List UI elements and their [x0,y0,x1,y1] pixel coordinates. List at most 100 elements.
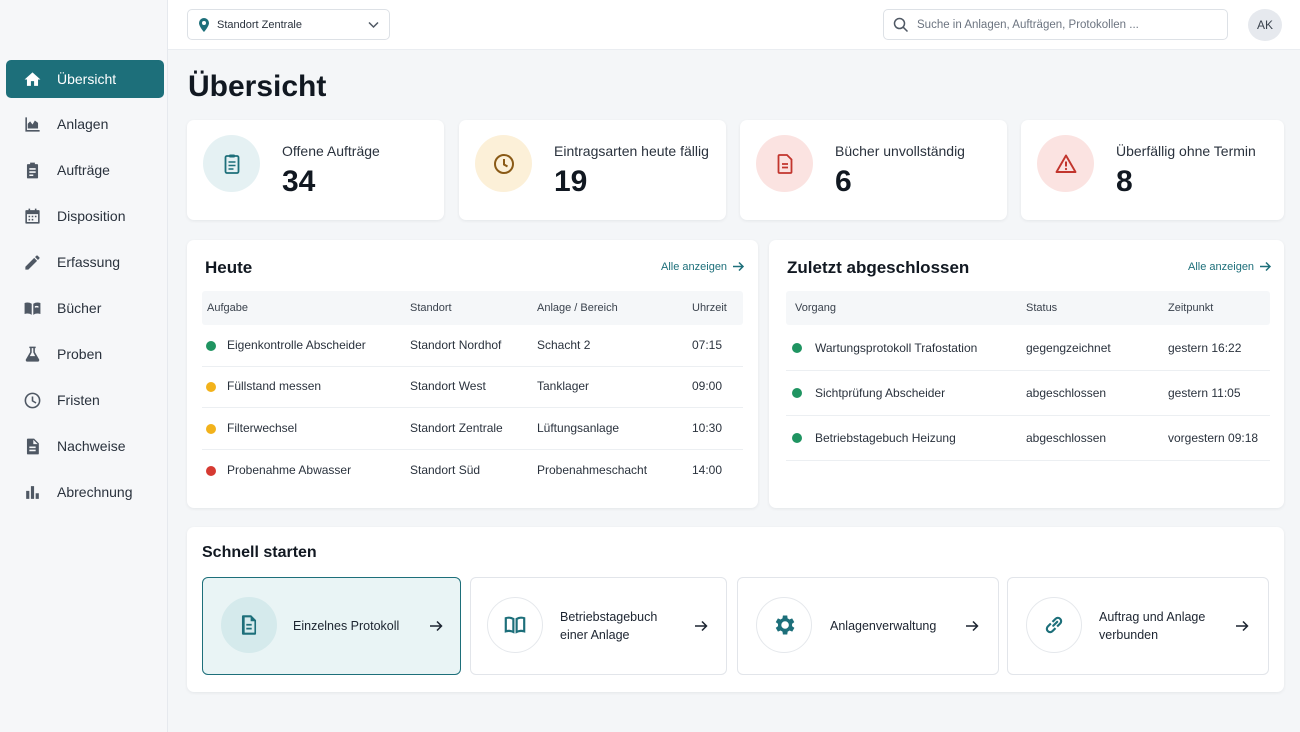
sidebar-item-label: Nachweise [57,438,126,454]
status-dot-red [206,466,216,476]
sidebar-item-disposition[interactable]: Disposition [6,197,164,235]
avatar[interactable]: AK [1248,9,1282,41]
today-show-all-link[interactable]: Alle anzeigen [661,260,745,273]
column-header: Standort [410,302,452,314]
table-row[interactable]: Betriebstagebuch Heizung abgeschlossen v… [786,416,1270,461]
link-icon [1026,597,1082,653]
sidebar-item-nachweise[interactable]: Nachweise [6,427,164,465]
sidebar-item-anlagen[interactable]: Anlagen [6,105,164,143]
warning-icon [1037,135,1094,192]
process-time: gestern 16:22 [1168,341,1242,355]
table-row[interactable]: Sichtprüfung Abscheider abgeschlossen ge… [786,371,1270,416]
stat-value: 34 [282,165,316,198]
sidebar-item-proben[interactable]: Proben [6,335,164,373]
stat-value: 6 [835,165,852,198]
sidebar-item-label: Abrechnung [57,484,133,500]
column-header: Anlage / Bereich [537,302,618,314]
process-time: gestern 11:05 [1168,386,1241,400]
quickstart-label: Betriebstagebuch einer Anlage [560,610,658,642]
quickstart-order-asset-link[interactable]: Auftrag und Anlage verbunden [1007,577,1269,675]
stat-card-open-orders[interactable]: Offene Aufträge 34 [187,120,444,220]
arrow-right-icon [695,620,708,632]
document-icon [221,597,277,653]
table-row[interactable]: Probenahme Abwasser Standort Süd Probena… [202,450,743,492]
stat-label: Offene Aufträge [282,143,380,159]
search-box[interactable] [883,9,1228,40]
process-time: vorgestern 09:18 [1168,431,1259,445]
task-area: Schacht 2 [537,338,591,352]
status-dot-green [792,343,802,353]
table-row[interactable]: Füllstand messen Standort West Tanklager… [202,367,743,408]
process-status: abgeschlossen [1026,386,1107,400]
sidebar: Übersicht Anlagen Aufträge Disposition E… [0,0,168,732]
process-name: Betriebstagebuch Heizung [815,431,956,445]
task-location: Standort Zentrale [410,421,503,435]
table-row[interactable]: Filterwechsel Standort Zentrale Lüftungs… [202,408,743,450]
quickstart-label: Anlagenverwaltung [830,619,937,633]
document-icon [756,135,813,192]
stat-card-incomplete-books[interactable]: Bücher unvollständig 6 [740,120,1007,220]
link-label: Alle anzeigen [1188,260,1255,273]
sidebar-item-label: Anlagen [57,116,109,132]
task-area: Lüftungsanlage [537,421,620,435]
panel-title: Schnell starten [202,544,317,561]
today-panel: Heute Alle anzeigen Aufgabe Standort Anl… [187,240,758,508]
stat-card-overdue[interactable]: Überfällig ohne Termin 8 [1021,120,1284,220]
location-select[interactable]: Standort Zentrale [187,9,390,40]
link-label: Alle anzeigen [661,260,728,273]
sidebar-item-label: Proben [57,346,103,362]
task-name: Filterwechsel [227,421,298,435]
sidebar-item-label: Erfassung [57,254,121,270]
task-location: Standort Nordhof [410,338,502,352]
sidebar-item-buecher[interactable]: Bücher [6,289,164,327]
process-name: Sichtprüfung Abscheider [815,386,946,400]
column-header: Uhrzeit [692,302,727,314]
recent-show-all-link[interactable]: Alle anzeigen [1188,260,1272,273]
panel-title: Zuletzt abgeschlossen [787,258,970,277]
status-dot-green [792,388,802,398]
pencil-icon [22,252,42,272]
sidebar-item-fristen[interactable]: Fristen [6,381,164,419]
task-location: Standort Süd [410,463,481,477]
sidebar-item-erfassung[interactable]: Erfassung [6,243,164,281]
sidebar-item-label: Disposition [57,208,126,224]
stat-label: Überfällig ohne Termin [1116,143,1256,159]
arrow-right-icon [430,620,443,632]
table-row[interactable]: Eigenkontrolle Abscheider Standort Nordh… [202,325,743,367]
status-dot-yellow [206,424,216,434]
column-header: Status [1026,302,1058,314]
sidebar-item-auftraege[interactable]: Aufträge [6,151,164,189]
quickstart-panel: Schnell starten Einzelnes Protokoll Betr… [187,527,1284,692]
task-time: 09:00 [692,379,723,393]
quickstart-single-protocol[interactable]: Einzelnes Protokoll [202,577,461,675]
process-status: abgeschlossen [1026,431,1107,445]
chevron-down-icon [368,21,379,29]
sidebar-item-abrechnung[interactable]: Abrechnung [6,473,164,511]
task-area: Tanklager [537,379,590,393]
quickstart-asset-management[interactable]: Anlagenverwaltung [737,577,999,675]
quickstart-label: Auftrag und Anlage verbunden [1099,610,1206,642]
calendar-icon [22,206,42,226]
column-header: Vorgang [795,302,836,314]
table-header: Aufgabe Standort Anlage / Bereich Uhrzei… [202,291,743,325]
task-name: Probenahme Abwasser [227,463,352,477]
quickstart-logbook[interactable]: Betriebstagebuch einer Anlage [470,577,727,675]
process-name: Wartungsprotokoll Trafostation [815,341,978,355]
stat-card-due-today[interactable]: Eintragsarten heute fällig 19 [459,120,726,220]
sidebar-item-label: Aufträge [57,162,110,178]
stat-value: 19 [554,165,588,198]
clock-icon [22,390,42,410]
search-input[interactable] [917,18,1217,31]
table-header: Vorgang Status Zeitpunkt [786,291,1270,325]
status-dot-green [792,433,802,443]
location-pin-icon [199,17,209,32]
page-title: Übersicht [188,70,327,103]
flask-icon [22,344,42,364]
book-icon [22,298,42,318]
sidebar-item-uebersicht[interactable]: Übersicht [6,60,164,98]
home-icon [22,69,42,89]
stat-label: Bücher unvollständig [835,143,965,159]
clock-icon [475,135,532,192]
sidebar-item-label: Übersicht [57,71,117,87]
table-row[interactable]: Wartungsprotokoll Trafostation gegengzei… [786,326,1270,371]
